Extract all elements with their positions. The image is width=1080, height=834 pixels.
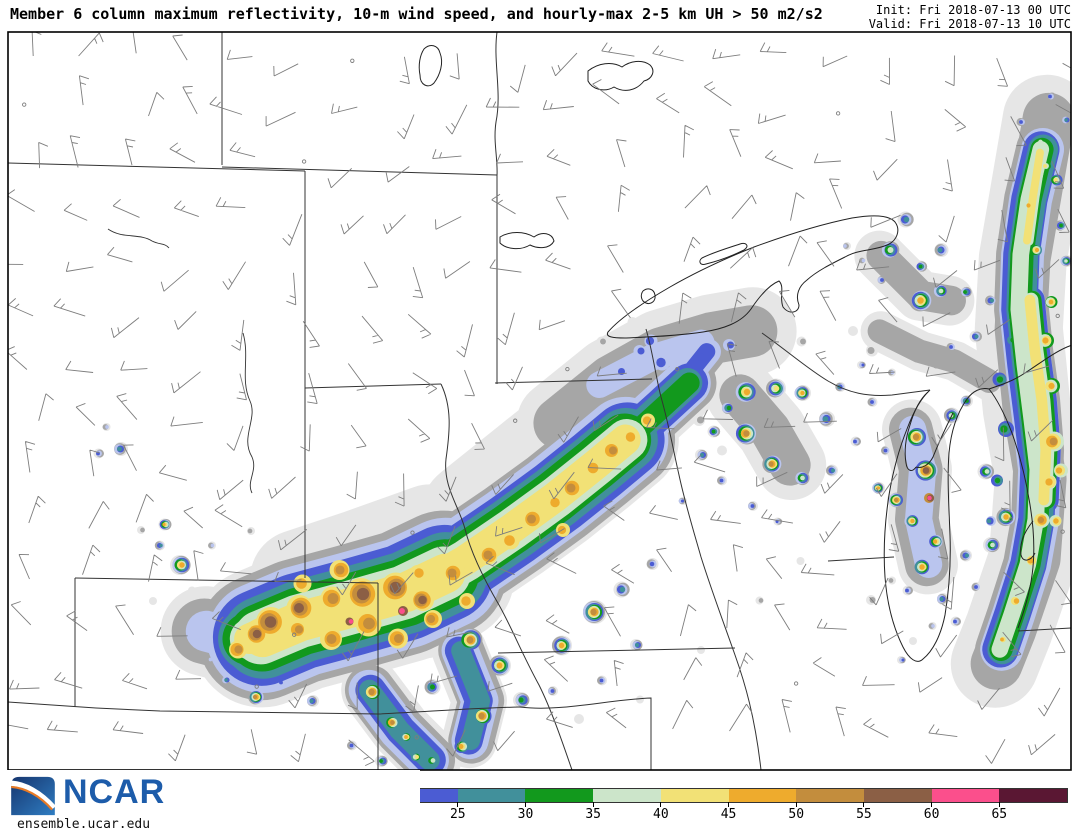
geo-boundaries-layer [8, 32, 1071, 770]
colorbar-tick [931, 802, 933, 807]
map-frame [7, 31, 1072, 771]
colorbar-tick [998, 802, 1000, 807]
colorbar-tick-label: 35 [585, 807, 601, 822]
ncar-wordmark: NCAR [63, 773, 166, 811]
page-title: Member 6 column maximum reflectivity, 10… [10, 5, 823, 23]
init-time: Init: Fri 2018-07-13 00 UTC [875, 3, 1071, 17]
colorbar-tick-label: 30 [517, 807, 534, 822]
colorbar-cell [525, 789, 594, 802]
colorbar-tick-label: 60 [923, 807, 940, 822]
run-times: Init: Fri 2018-07-13 00 UTC Valid: Fri 2… [869, 3, 1071, 31]
colorbar-tick [660, 802, 662, 807]
storm-layer [93, 74, 1071, 770]
colorbar-tick-label: 50 [788, 807, 805, 822]
colorbar-tick [457, 802, 459, 807]
colorbar-tick [524, 802, 526, 807]
colorbar-tick-label: 40 [653, 807, 669, 822]
colorbar-tick-label: 45 [720, 807, 737, 822]
wind-barbs-layer [8, 32, 1071, 767]
ncar-logo-mark [10, 776, 56, 816]
colorbar-tick-label: 25 [449, 807, 466, 822]
colorbar-cell [863, 789, 932, 802]
colorbar-cell [660, 789, 729, 802]
colorbar-cell [796, 789, 864, 802]
colorbar-tick [728, 802, 730, 807]
colorbar-tick [863, 802, 865, 807]
colorbar-cell [931, 789, 1000, 802]
colorbar-cell [999, 789, 1067, 802]
colorbar-tick [592, 802, 594, 807]
colorbar-tick [795, 802, 797, 807]
colorbar-tick-label: 55 [856, 807, 872, 822]
site-url: ensemble.ucar.edu [17, 817, 151, 832]
valid-time: Valid: Fri 2018-07-13 10 UTC [868, 17, 1071, 31]
colorbar-cell [728, 789, 797, 802]
colorbar-cell [457, 789, 526, 802]
colorbar-tick-label: 65 [991, 807, 1008, 822]
footer: NCAR ensemble.ucar.edu [0, 770, 420, 834]
colorbar-cell [593, 789, 661, 802]
